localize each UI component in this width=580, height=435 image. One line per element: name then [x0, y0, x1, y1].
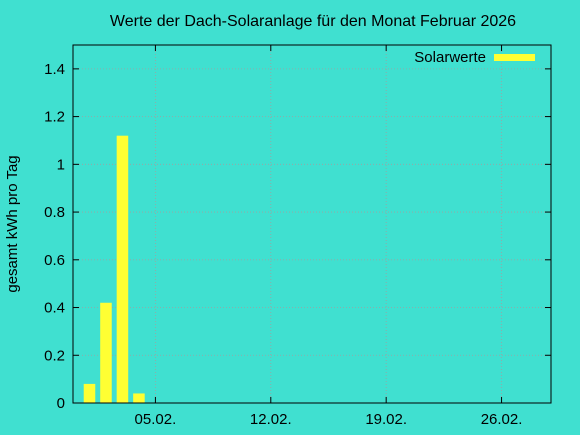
- y-axis-label: gesamt kWh pro Tag: [4, 155, 21, 292]
- x-tick-label: 26.02.: [481, 411, 523, 428]
- y-tick-label: 1.4: [44, 61, 65, 78]
- y-tick-label: 1.2: [44, 109, 65, 126]
- y-axis-ticks: 0 0.2 0.4 0.6 0.8 1 1.2 1.4: [44, 61, 551, 412]
- x-axis-ticks: 05.02. 12.02. 19.02. 26.02.: [135, 45, 523, 428]
- y-tick-label: 0: [57, 395, 65, 412]
- y-tick-label: 0.8: [44, 204, 65, 221]
- y-tick-label: 0.6: [44, 252, 65, 269]
- bar: [116, 135, 129, 403]
- bar: [133, 393, 145, 403]
- y-tick-label: 1: [57, 156, 65, 173]
- plot-frame: [72, 44, 552, 404]
- chart-title: Werte der Dach-Solaranlage für den Monat…: [110, 13, 516, 30]
- y-tick-label: 0.4: [44, 300, 65, 317]
- legend: Solarwerte: [414, 49, 535, 66]
- x-tick-label: 05.02.: [135, 411, 177, 428]
- bars: [83, 135, 145, 403]
- legend-label: Solarwerte: [414, 49, 486, 66]
- x-tick-label: 19.02.: [365, 411, 407, 428]
- x-tick-label: 12.02.: [250, 411, 292, 428]
- y-tick-label: 0.2: [44, 347, 65, 364]
- legend-swatch: [494, 54, 535, 61]
- bar: [100, 302, 112, 403]
- bar: [83, 383, 96, 403]
